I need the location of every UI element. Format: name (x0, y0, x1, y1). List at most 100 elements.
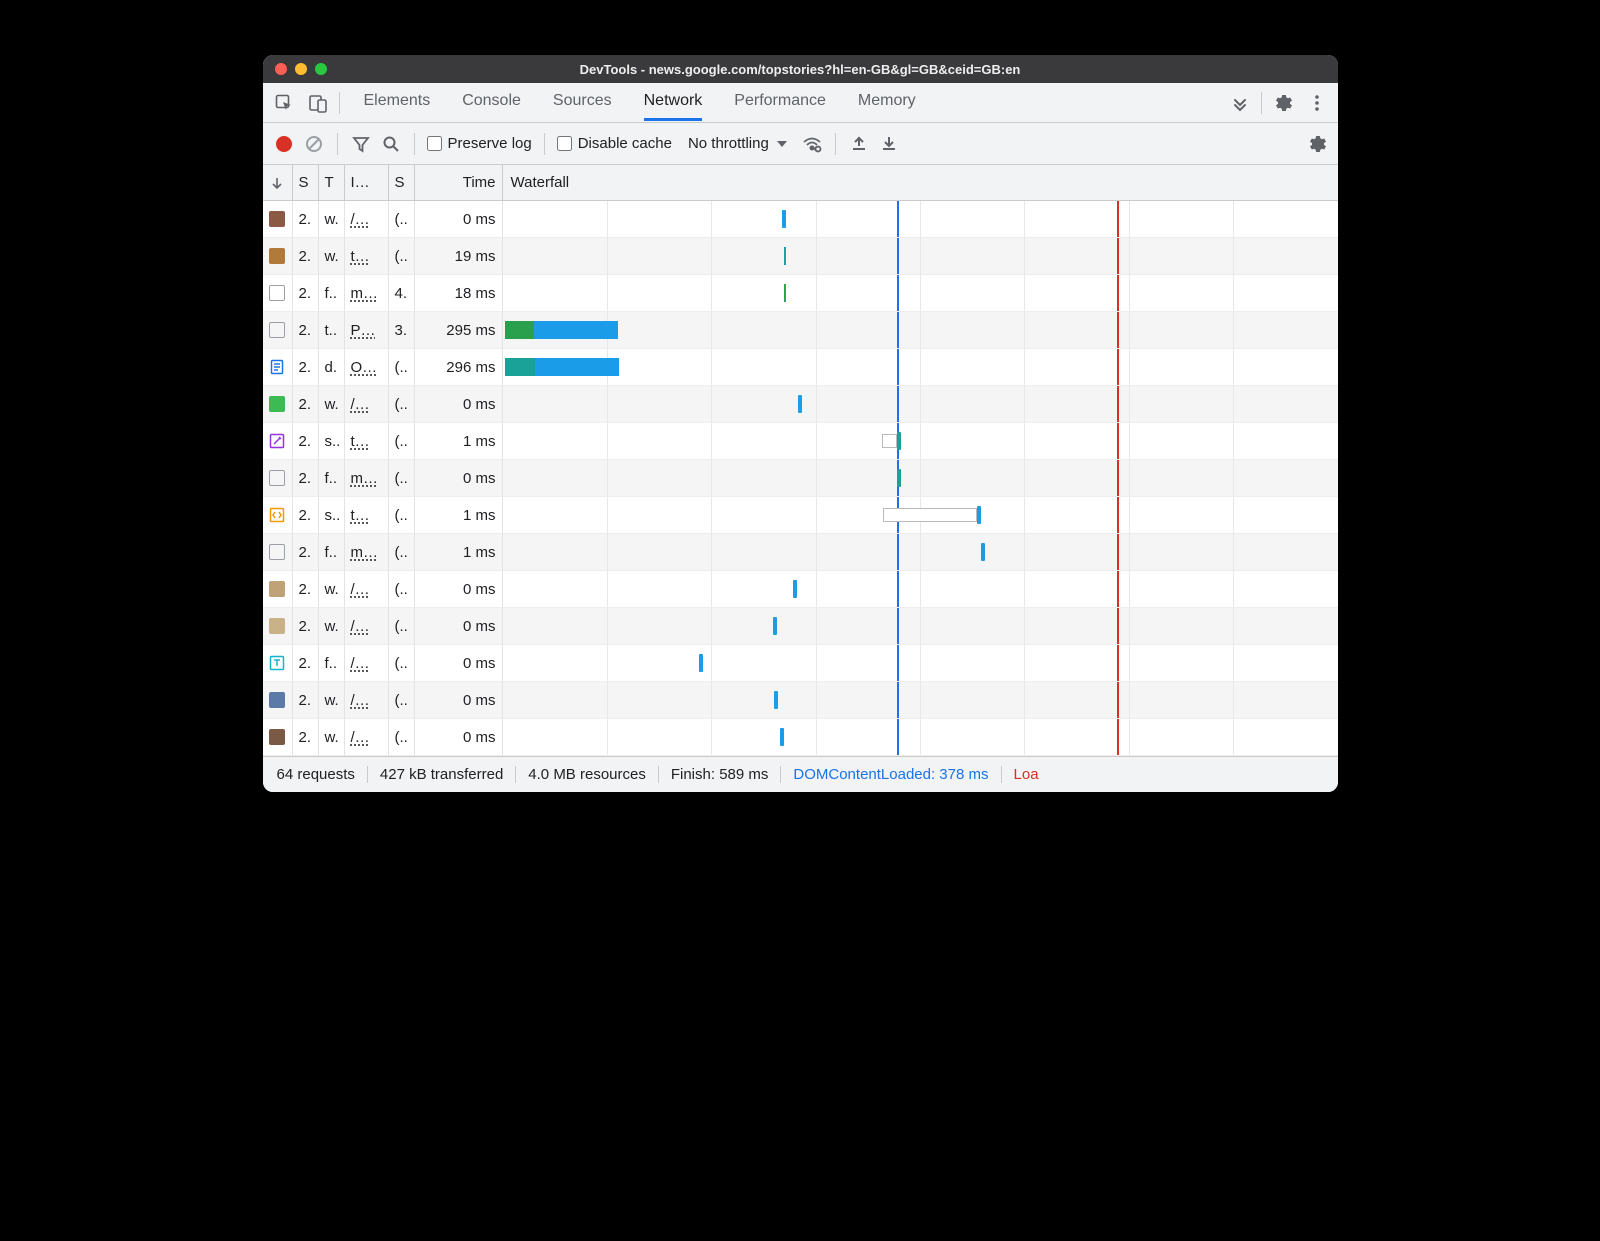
row-time: 295 ms (415, 312, 503, 348)
disable-cache-checkbox[interactable]: Disable cache (557, 135, 672, 152)
row-type: f.. (319, 534, 345, 570)
table-row[interactable]: 2.w./…(..0 ms (263, 719, 1338, 756)
row-status: 2. (293, 497, 319, 533)
column-initiator[interactable]: I… (345, 165, 389, 200)
table-row[interactable]: 2.d.O…(..296 ms (263, 349, 1338, 386)
row-initiator[interactable]: /… (345, 645, 389, 681)
window-close-button[interactable] (275, 63, 287, 75)
row-status: 2. (293, 682, 319, 718)
settings-icon[interactable] (1266, 86, 1300, 120)
column-type[interactable]: T (319, 165, 345, 200)
window-minimize-button[interactable] (295, 63, 307, 75)
status-finish: Finish: 589 ms (659, 766, 782, 783)
more-tabs-icon[interactable] (1223, 86, 1257, 120)
row-status: 2. (293, 386, 319, 422)
table-row[interactable]: 2.f..m…(..0 ms (263, 460, 1338, 497)
table-row[interactable]: 2.t..P…3.295 ms (263, 312, 1338, 349)
kebab-menu-icon[interactable] (1300, 86, 1334, 120)
row-icon (263, 460, 293, 496)
table-row[interactable]: 2.w./…(..0 ms (263, 571, 1338, 608)
tab-console[interactable]: Console (462, 84, 521, 121)
row-initiator[interactable]: t… (345, 497, 389, 533)
row-type: d. (319, 349, 345, 385)
record-button[interactable] (273, 133, 295, 155)
device-toolbar-icon[interactable] (301, 86, 335, 120)
table-row[interactable]: 2.f../…(..0 ms (263, 645, 1338, 682)
search-icon[interactable] (380, 133, 402, 155)
inspect-element-icon[interactable] (267, 86, 301, 120)
row-initiator[interactable]: t… (345, 423, 389, 459)
row-waterfall (503, 238, 1338, 274)
table-row[interactable]: 2.f..m…4.18 ms (263, 275, 1338, 312)
row-initiator[interactable]: /… (345, 719, 389, 755)
row-time: 0 ms (415, 719, 503, 755)
table-row[interactable]: 2.s..t…(..1 ms (263, 423, 1338, 460)
row-size: (.. (389, 645, 415, 681)
row-type: w. (319, 238, 345, 274)
window-zoom-button[interactable] (315, 63, 327, 75)
row-initiator[interactable]: /… (345, 201, 389, 237)
row-time: 18 ms (415, 275, 503, 311)
row-icon (263, 201, 293, 237)
table-row[interactable]: 2.w./…(..0 ms (263, 386, 1338, 423)
table-row[interactable]: 2.s..t…(..1 ms (263, 497, 1338, 534)
tab-network[interactable]: Network (644, 84, 703, 121)
filter-icon[interactable] (350, 133, 372, 155)
row-initiator[interactable]: /… (345, 571, 389, 607)
row-waterfall (503, 460, 1338, 496)
row-status: 2. (293, 201, 319, 237)
row-status: 2. (293, 312, 319, 348)
row-type: s.. (319, 497, 345, 533)
row-initiator[interactable]: m… (345, 534, 389, 570)
tab-sources[interactable]: Sources (553, 84, 612, 121)
clear-button[interactable] (303, 133, 325, 155)
table-row[interactable]: 2.w.t…(..19 ms (263, 238, 1338, 275)
row-size: (.. (389, 238, 415, 274)
tab-performance[interactable]: Performance (734, 84, 826, 121)
export-har-icon[interactable] (878, 133, 900, 155)
panel-settings-icon[interactable] (1306, 133, 1328, 155)
table-row[interactable]: 2.f..m…(..1 ms (263, 534, 1338, 571)
tab-elements[interactable]: Elements (364, 84, 431, 121)
row-type: f.. (319, 275, 345, 311)
row-initiator[interactable]: t… (345, 238, 389, 274)
status-bar: 64 requests 427 kB transferred 4.0 MB re… (263, 756, 1338, 792)
network-conditions-icon[interactable] (801, 133, 823, 155)
import-har-icon[interactable] (848, 133, 870, 155)
row-type: w. (319, 608, 345, 644)
row-status: 2. (293, 719, 319, 755)
row-initiator[interactable]: /… (345, 608, 389, 644)
row-waterfall (503, 349, 1338, 385)
column-time[interactable]: Time (415, 165, 503, 200)
column-status[interactable]: S (293, 165, 319, 200)
row-waterfall (503, 645, 1338, 681)
row-initiator[interactable]: P… (345, 312, 389, 348)
row-initiator[interactable]: O… (345, 349, 389, 385)
preserve-log-checkbox[interactable]: Preserve log (427, 135, 532, 152)
tab-memory[interactable]: Memory (858, 84, 916, 121)
row-initiator[interactable]: /… (345, 386, 389, 422)
table-row[interactable]: 2.w./…(..0 ms (263, 201, 1338, 238)
column-waterfall[interactable]: Waterfall (503, 165, 1338, 200)
column-size[interactable]: S (389, 165, 415, 200)
row-size: (.. (389, 682, 415, 718)
row-size: (.. (389, 460, 415, 496)
row-initiator[interactable]: m… (345, 460, 389, 496)
row-size: (.. (389, 497, 415, 533)
disable-cache-label: Disable cache (578, 135, 672, 152)
row-time: 0 ms (415, 386, 503, 422)
row-waterfall (503, 201, 1338, 237)
row-icon (263, 719, 293, 755)
table-row[interactable]: 2.w./…(..0 ms (263, 682, 1338, 719)
throttling-select[interactable]: No throttling (688, 135, 787, 152)
table-row[interactable]: 2.w./…(..0 ms (263, 608, 1338, 645)
column-name[interactable] (263, 165, 293, 200)
row-initiator[interactable]: /… (345, 682, 389, 718)
throttling-value: No throttling (688, 135, 769, 152)
row-type: w. (319, 682, 345, 718)
row-size: (.. (389, 423, 415, 459)
row-status: 2. (293, 534, 319, 570)
row-size: 4. (389, 275, 415, 311)
status-transferred: 427 kB transferred (368, 766, 516, 783)
row-initiator[interactable]: m… (345, 275, 389, 311)
